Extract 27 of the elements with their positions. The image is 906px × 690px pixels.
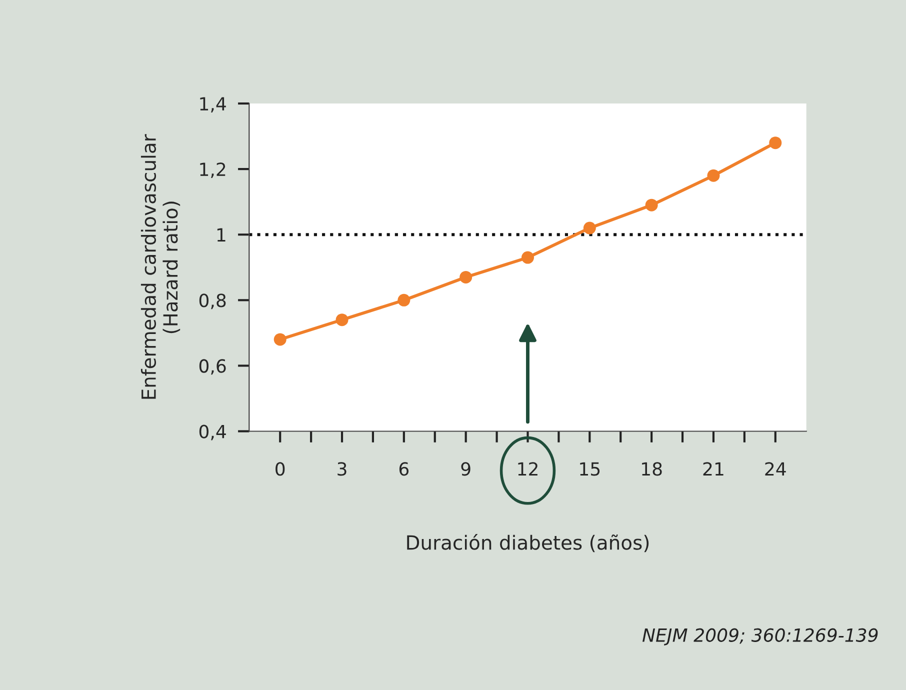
y-tick-label: 0,4 <box>199 424 226 440</box>
x-tick-label: 12 <box>518 462 538 476</box>
point <box>707 169 720 182</box>
x-tick-label: 21 <box>703 462 724 476</box>
x-tick-label: 6 <box>399 462 409 476</box>
point <box>460 270 472 284</box>
x-tick-label: 3 <box>338 462 346 476</box>
x-tick-label: 15 <box>580 462 600 476</box>
y-axis-title: Enfermedad cardiovascular (Hazard ratio) <box>140 134 180 399</box>
point <box>645 198 658 212</box>
y-tick-label: 1,2 <box>200 162 226 178</box>
x-tick-label: 18 <box>642 462 662 476</box>
point <box>521 251 534 264</box>
point <box>769 136 782 150</box>
x-tick-label: 9 <box>461 462 470 476</box>
y-tick-label: 0,6 <box>199 359 226 375</box>
text: NEJM 2009; 360:1269-139 <box>642 628 878 646</box>
point <box>274 333 286 346</box>
y-tick-label: 1,4 <box>200 97 226 112</box>
x-tick-label: 24 <box>765 462 786 476</box>
point <box>336 314 348 326</box>
point <box>398 294 410 306</box>
x-axis-title: Duración diabetes (años) <box>407 534 649 552</box>
y-tick-label: 0,8 <box>199 294 226 310</box>
y-tick-label: 1 <box>217 228 226 242</box>
point <box>583 222 596 234</box>
x-tick-label: 0 <box>276 462 285 476</box>
